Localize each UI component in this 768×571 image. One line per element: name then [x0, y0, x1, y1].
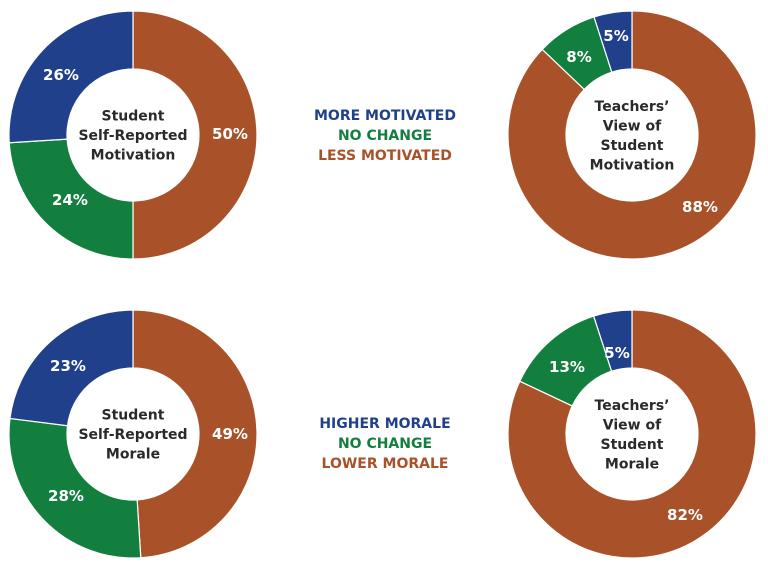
legend-morale: HIGHER MORALE NO CHANGE LOWER MORALE [285, 414, 485, 474]
donut-teacher-motivation: 88% 8% 5% Teachers’ View of Student Motivation [507, 10, 757, 260]
slice-less [507, 10, 757, 260]
slice-less-label: 82% [667, 506, 703, 524]
donut-teacher-morale: 82% 13% 5% Teachers’ View of Student Morale [507, 309, 757, 559]
slice-more [8, 10, 134, 144]
donut-center-title: Self-Reported [78, 427, 187, 443]
slice-no-change [8, 417, 142, 559]
slice-no-change-label: 28% [48, 487, 84, 505]
legend-lower-morale: LOWER MORALE [321, 456, 449, 472]
donut-student-morale: 49% 28% 23% Student Self-Reported Morale [8, 309, 258, 559]
slice-no-change-label: 13% [549, 358, 585, 376]
slice-more-label: 23% [50, 357, 86, 375]
slice-more-label: 5% [603, 27, 628, 45]
donut-center-title: Student [601, 437, 664, 453]
donut-student-motivation: 50% 24% 26% Student Self-Reported Motivation [8, 10, 258, 260]
donut-center-title: Student [601, 138, 664, 154]
slice-no-change-label: 8% [566, 48, 591, 66]
legend-higher-morale: HIGHER MORALE [319, 416, 451, 432]
slice-more-label: 26% [43, 66, 79, 84]
legend-more-motivated: MORE MOTIVATED [313, 108, 456, 124]
donut-center-title: Motivation [590, 157, 675, 173]
slice-less-label: 88% [682, 198, 718, 216]
legend-no-change: NO CHANGE [337, 128, 433, 144]
slice-less [507, 309, 757, 559]
donut-center-title: Student [102, 408, 165, 424]
donut-center-title: Teachers’ [595, 99, 670, 115]
donut-center-title: Morale [605, 456, 659, 472]
slice-more-label: 5% [604, 344, 629, 362]
slice-no-change [8, 138, 134, 260]
legend-motivation: MORE MOTIVATED NO CHANGE LESS MOTIVATED [285, 106, 485, 166]
legend-less-motivated: LESS MOTIVATED [318, 148, 452, 164]
slice-less [132, 309, 258, 559]
donut-center-title: Teachers’ [595, 398, 670, 414]
donut-center-title: Morale [106, 447, 160, 463]
donut-center-title: Self-Reported [78, 128, 187, 144]
donut-center-title: View of [603, 417, 662, 433]
slice-more [593, 10, 633, 73]
donut-center-title: Motivation [91, 148, 176, 164]
slice-less-label: 49% [212, 425, 248, 443]
slice-less-label: 50% [212, 125, 248, 143]
legend-no-change: NO CHANGE [337, 436, 433, 452]
donut-center-title: View of [603, 118, 662, 134]
slice-more [592, 309, 633, 372]
slice-more [9, 309, 134, 427]
slice-less [132, 10, 258, 260]
slice-no-change-label: 24% [52, 191, 88, 209]
donut-center-title: Student [102, 109, 165, 125]
